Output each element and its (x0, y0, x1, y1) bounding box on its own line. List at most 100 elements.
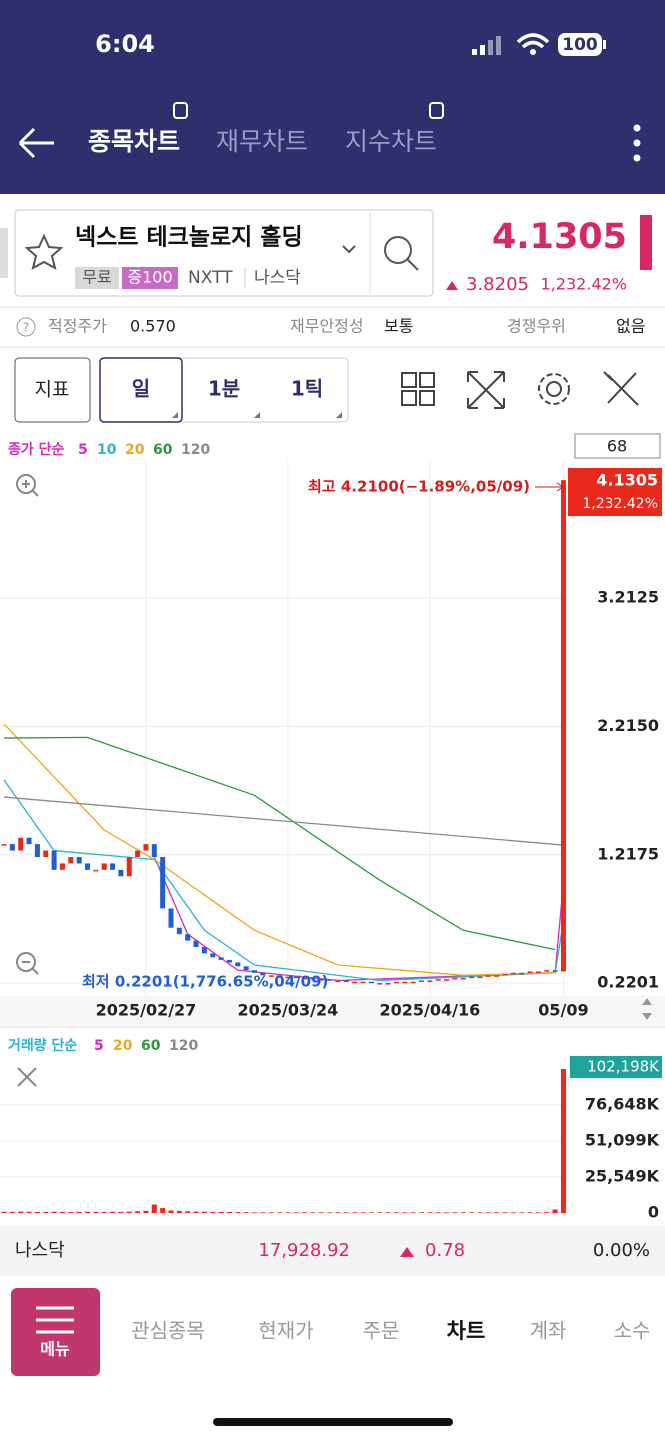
info-label: 재무안정성 (290, 317, 364, 336)
toolbar-button[interactable]: 1틱 (291, 377, 323, 401)
stock-box (14, 209, 434, 297)
tab-icon (173, 102, 188, 119)
toolbar-button: 지표 (35, 379, 70, 401)
volume-bar (502, 1212, 508, 1213)
candle (327, 979, 333, 981)
volume-bar (368, 1212, 374, 1213)
menu-item[interactable]: 소수 (614, 1319, 651, 1343)
home-indicator (213, 1418, 453, 1426)
ma-line (153, 856, 565, 982)
candle (477, 976, 483, 979)
candle (318, 979, 324, 981)
legend-item: 60 (153, 442, 173, 458)
volume-bar (435, 1212, 441, 1213)
dropdown-icon[interactable] (342, 245, 356, 254)
candle (76, 857, 82, 864)
home-area (0, 1390, 665, 1440)
index-change: 0.78 (425, 1240, 465, 1261)
volume-bar (485, 1212, 491, 1213)
menu-item[interactable]: 계좌 (530, 1319, 567, 1343)
toolbar-button[interactable]: 1분 (208, 377, 240, 401)
more-button[interactable] (633, 124, 641, 162)
candle (535, 971, 541, 973)
candle (176, 927, 182, 935)
ma-line (3, 736, 556, 951)
volume-bar (477, 1212, 483, 1213)
volume-bar (494, 1212, 500, 1213)
menu-item[interactable]: 차트 (447, 1319, 486, 1343)
candle (285, 976, 291, 979)
volume-bar (469, 1212, 475, 1213)
candle (427, 980, 433, 982)
candle (360, 981, 366, 984)
candle (268, 975, 274, 977)
volume-bar (452, 1212, 458, 1213)
header-bg (0, 0, 665, 194)
price-change-pct: 1,232.42% (541, 275, 627, 294)
tab[interactable]: 종목차트 (88, 127, 180, 156)
volume-bar (544, 1212, 550, 1213)
back-button[interactable] (18, 127, 54, 159)
candle (85, 863, 90, 870)
volume-bar (293, 1212, 299, 1213)
tab[interactable]: 재무차트 (216, 127, 308, 156)
y-tick-label: 0.2201 (597, 973, 659, 992)
candle (485, 975, 491, 977)
menu-item[interactable]: 주문 (363, 1319, 400, 1343)
candle (335, 980, 341, 982)
volume-bar (101, 1212, 107, 1213)
menu-item[interactable]: 관심종목 (131, 1319, 205, 1343)
candle (552, 970, 558, 972)
period-button-active[interactable] (99, 357, 183, 423)
indicator-button[interactable] (14, 357, 91, 423)
toolbar-icons[interactable] (401, 371, 639, 409)
candle (377, 983, 383, 985)
tag: NXTT (188, 268, 233, 288)
resize-handle[interactable] (642, 998, 652, 1020)
zoom-out[interactable] (16, 952, 39, 975)
candle (34, 844, 40, 858)
volume-bar (552, 1209, 558, 1213)
legend-item: 5 (78, 442, 88, 458)
candle (218, 957, 224, 960)
up-arrow (400, 1247, 414, 1257)
x-tick-label: 05/09 (538, 1001, 588, 1020)
volume-bar (243, 1212, 249, 1213)
volume-bar (460, 1212, 466, 1213)
menu-bar (0, 1277, 665, 1389)
high-arrow (535, 482, 564, 492)
info-label: 경쟁우위 (507, 317, 566, 336)
candle (352, 981, 358, 984)
info-value: 0.570 (130, 317, 176, 336)
candle (9, 844, 15, 851)
close-volume[interactable] (17, 1067, 37, 1087)
volume-bar (34, 1212, 40, 1213)
tab[interactable]: 지수차트 (345, 127, 437, 156)
volume-bar (135, 1211, 141, 1213)
volume-bar (393, 1212, 399, 1213)
volume-bar (193, 1211, 199, 1213)
candle (402, 981, 408, 984)
zoom-in[interactable] (16, 474, 39, 497)
legend-item: 120 (181, 442, 210, 458)
candle (544, 970, 550, 972)
volume-bar (427, 1212, 433, 1213)
volume-bar (93, 1211, 99, 1213)
help-icon[interactable] (16, 317, 36, 337)
volume-bar (385, 1212, 391, 1213)
volume-bar (151, 1204, 157, 1213)
favorite-star[interactable] (24, 233, 64, 270)
volume-bar (352, 1212, 358, 1213)
candle (260, 972, 266, 976)
y-tick-label: 1.2175 (597, 844, 659, 863)
candle (419, 980, 424, 982)
search-button[interactable] (384, 236, 419, 271)
low-note: 최저 0.2201(1,776.65%,04/09) (82, 973, 328, 991)
y-tick-label: 51,099K (585, 1131, 660, 1150)
toolbar-button: 일 (132, 377, 150, 401)
menu-item[interactable]: 현재가 (258, 1319, 313, 1343)
candle (26, 837, 32, 845)
x-tick-label: 2025/02/27 (96, 1001, 197, 1020)
price-marker (568, 468, 662, 516)
